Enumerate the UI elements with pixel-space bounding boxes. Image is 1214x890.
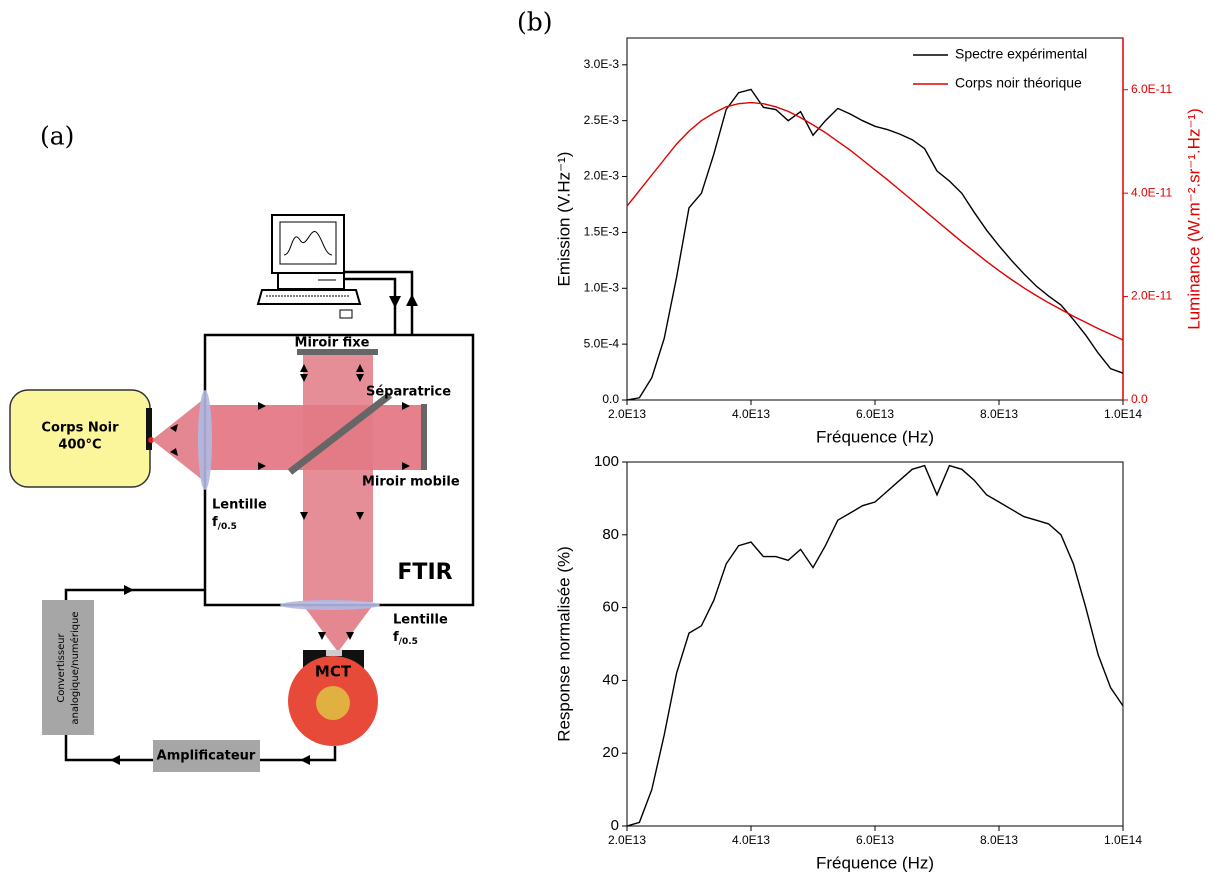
y-axis-label: Response normalisée (%) bbox=[554, 546, 573, 742]
y2-tick-label: 4.0E-11 bbox=[1131, 185, 1172, 199]
x-tick-label: 8.0E13 bbox=[980, 833, 1018, 847]
x-tick-label: 2.0E13 bbox=[608, 407, 646, 421]
panel-label: (b) bbox=[517, 8, 553, 37]
x-tick-label: 6.0E13 bbox=[856, 833, 894, 847]
x-tick-label: 4.0E13 bbox=[732, 833, 770, 847]
x-tick-label: 6.0E13 bbox=[856, 407, 894, 421]
lens-sub: /0.5 bbox=[218, 522, 237, 532]
lens-focal: f/0.5 bbox=[212, 515, 237, 532]
lens-label: Lentille bbox=[212, 498, 267, 513]
plot-frame bbox=[626, 37, 1124, 401]
amplifier-label: Amplificateur bbox=[157, 749, 256, 764]
y-tick-label: 20 bbox=[602, 744, 619, 761]
legend-label: Corps noir théorique bbox=[955, 75, 1082, 91]
black-body-temp: 400°C bbox=[58, 438, 101, 453]
legend-label: Spectre expérimental bbox=[955, 46, 1087, 62]
series-line bbox=[626, 101, 1124, 341]
x-axis-label: Fréquence (Hz) bbox=[816, 427, 934, 446]
y-tick-label: 80 bbox=[602, 526, 619, 543]
lens-f: f bbox=[212, 515, 218, 530]
diagram: Corps Noir 400°C Miroir fixe Séparatrice… bbox=[9, 214, 475, 772]
lens-sub: /0.5 bbox=[399, 637, 418, 647]
y-tick-label: 100 bbox=[594, 453, 619, 470]
y-axis-label: Emission (V.Hz⁻¹) bbox=[554, 152, 573, 287]
panel-label: (a) bbox=[40, 122, 74, 151]
y-tick-label: 1.5E-3 bbox=[584, 225, 620, 239]
mobile-mirror-label: Miroir mobile bbox=[362, 475, 460, 490]
splitter-label: Séparatrice bbox=[366, 385, 451, 400]
fixed-mirror-label: Miroir fixe bbox=[295, 336, 370, 351]
ftir-label: FTIR bbox=[397, 560, 452, 585]
x-tick-label: 8.0E13 bbox=[980, 407, 1018, 421]
y-tick-label: 1.0E-3 bbox=[584, 280, 620, 294]
plot-frame bbox=[626, 461, 1124, 827]
x-tick-label: 1.0E14 bbox=[1104, 407, 1142, 421]
detector-label: MCT bbox=[315, 663, 352, 681]
y-tick-label: 60 bbox=[602, 599, 619, 616]
y2-axis-label: Luminance (W.m⁻².sr⁻¹.Hz⁻¹) bbox=[1184, 108, 1203, 330]
y2-tick-label: 6.0E-11 bbox=[1131, 82, 1172, 96]
x-tick-label: 2.0E13 bbox=[608, 833, 646, 847]
y-tick-label: 3.0E-3 bbox=[584, 57, 620, 71]
lens-f: f bbox=[393, 630, 399, 645]
converter-label: Convertisseur bbox=[56, 632, 67, 702]
y-tick-label: 2.0E-3 bbox=[584, 169, 620, 183]
series-line bbox=[626, 464, 1124, 827]
lens-label: Lentille bbox=[393, 613, 448, 628]
y2-tick-label: 0.0 bbox=[1131, 392, 1148, 406]
y-tick-label: 0.0 bbox=[602, 392, 619, 406]
series-line bbox=[626, 88, 1124, 401]
y-tick-label: 5.0E-4 bbox=[584, 336, 620, 350]
x-tick-label: 1.0E14 bbox=[1104, 833, 1142, 847]
y2-tick-label: 2.0E-11 bbox=[1131, 289, 1172, 303]
x-tick-label: 4.0E13 bbox=[732, 407, 770, 421]
x-axis-label: Fréquence (Hz) bbox=[816, 853, 934, 872]
lens-focal: f/0.5 bbox=[393, 630, 418, 647]
y-tick-label: 0 bbox=[611, 817, 619, 834]
y-tick-label: 2.5E-3 bbox=[584, 113, 620, 127]
computer-icon bbox=[256, 214, 362, 319]
y-tick-label: 40 bbox=[602, 671, 619, 688]
converter-label: analogique/numérique bbox=[69, 611, 81, 724]
black-body-label: Corps Noir bbox=[41, 421, 119, 436]
